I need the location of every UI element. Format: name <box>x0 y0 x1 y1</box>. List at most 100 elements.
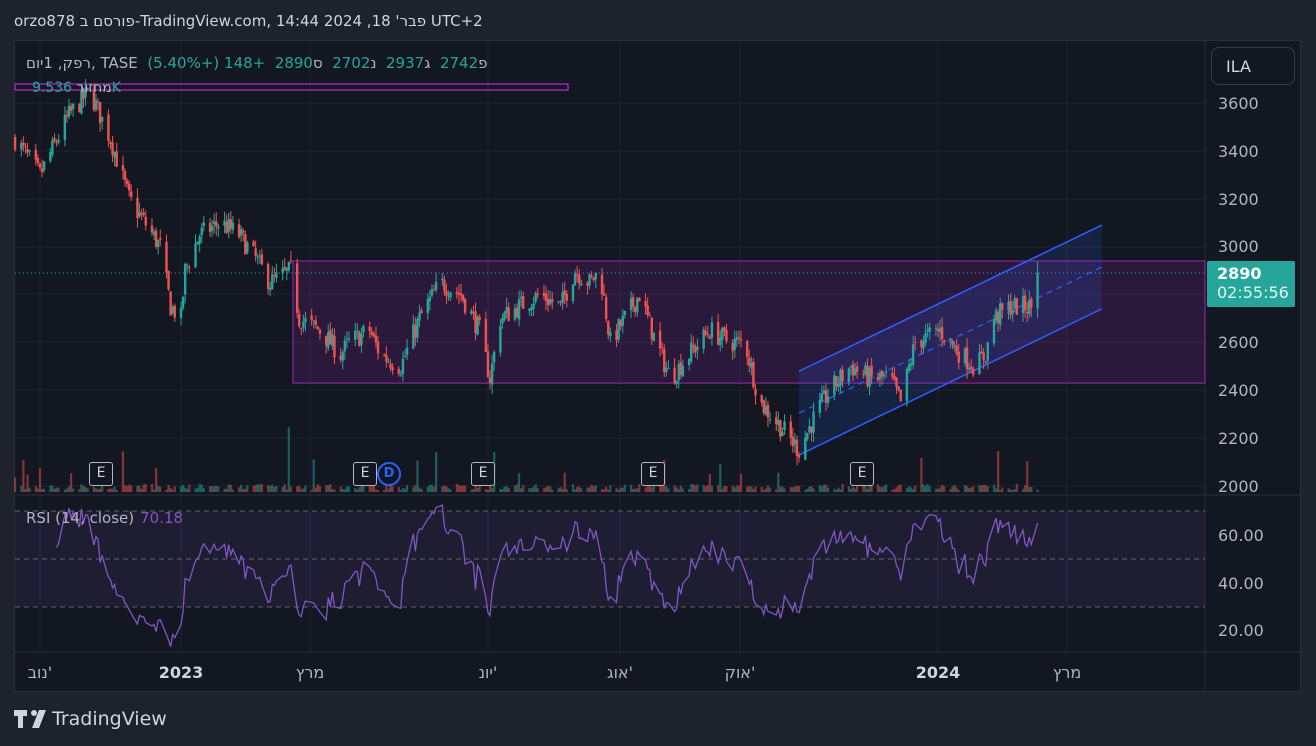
candle-body <box>125 180 129 184</box>
volume-bar <box>374 489 378 492</box>
candle-body <box>314 320 318 325</box>
candle-body <box>650 317 653 340</box>
volume-bar <box>339 486 342 492</box>
candle-body <box>1009 300 1012 316</box>
volume-bar <box>256 484 259 492</box>
candle-body <box>719 337 722 346</box>
candle-body <box>115 151 118 167</box>
candle-body <box>943 340 946 343</box>
volume-bar <box>464 485 467 492</box>
candle-body <box>731 343 734 352</box>
volume-bar <box>461 485 465 492</box>
candle-body <box>839 369 842 386</box>
candle-body <box>212 221 216 225</box>
candle-body <box>432 289 436 291</box>
candle-body <box>810 426 813 433</box>
candle-body <box>528 308 531 311</box>
last-price-value: 2890 <box>1217 264 1262 283</box>
volume-bar <box>34 486 37 492</box>
volume-bar <box>225 488 228 492</box>
earnings-marker[interactable]: E <box>89 462 113 486</box>
candle-body <box>426 299 430 314</box>
volume-bar <box>806 488 809 492</box>
candle-body <box>94 100 98 110</box>
candle-body <box>231 222 235 230</box>
volume-bar <box>754 486 757 492</box>
dividend-marker[interactable]: D <box>377 462 401 486</box>
candle-body <box>994 310 998 321</box>
volume-bar <box>808 486 811 492</box>
candle-body <box>955 345 958 354</box>
volume-bar <box>184 487 187 492</box>
candle-body <box>268 287 272 291</box>
volume-bar <box>965 485 969 492</box>
volume-bar <box>544 487 548 492</box>
volume-bar <box>109 488 112 492</box>
volume-bar <box>764 488 767 492</box>
candle-body <box>84 87 87 98</box>
volume-bar <box>372 485 375 492</box>
candle-body <box>969 366 973 370</box>
tradingview-logo[interactable]: TradingView <box>14 708 167 730</box>
volume-bar <box>470 489 473 492</box>
candle-body <box>978 352 981 375</box>
rsi-label[interactable]: RSI (14, close) <box>26 509 135 527</box>
volume-bar <box>505 485 508 492</box>
volume-bar <box>588 487 591 492</box>
volume-bar <box>40 488 44 492</box>
volume-bar <box>43 488 46 492</box>
volume-bar <box>499 488 502 492</box>
price-tick: 3600 <box>1218 94 1259 113</box>
candle-body <box>107 114 110 141</box>
volume-bar <box>92 486 95 492</box>
earnings-marker[interactable]: E <box>641 462 665 486</box>
volume-bar <box>696 484 699 492</box>
volume-label: מחזור <box>76 80 112 96</box>
symbol-label[interactable]: רפק, 1יום, TASE <box>26 54 138 72</box>
candle-body <box>681 365 685 377</box>
candle-body <box>347 338 351 340</box>
candle-body <box>648 315 651 317</box>
candle-body <box>725 330 728 342</box>
publish-header: orzo878 פורסם ב-TradingView.com, 14:44 2… <box>14 12 483 30</box>
volume-bar <box>864 485 867 492</box>
volume-bar <box>94 488 98 492</box>
volume-bar <box>300 489 303 492</box>
volume-bar <box>853 488 857 492</box>
candle-body <box>130 191 133 197</box>
volume-bar <box>63 489 66 492</box>
candle-body <box>376 341 380 354</box>
volume-bar <box>360 485 363 492</box>
candle-body <box>750 362 753 368</box>
earnings-marker[interactable]: E <box>353 462 377 486</box>
volume-bar <box>1021 488 1025 492</box>
candle-body <box>256 256 259 258</box>
volume-bar <box>36 488 39 492</box>
earnings-marker[interactable]: E <box>471 462 495 486</box>
volume-bar <box>563 472 566 492</box>
candle-body <box>486 351 490 378</box>
change-value: +148 (+5.40%) <box>147 54 266 72</box>
candle-body <box>53 138 56 142</box>
candle-body <box>920 340 923 348</box>
volume-bar <box>824 484 828 492</box>
candle-body <box>515 307 519 318</box>
candle-body <box>383 355 386 357</box>
candle-body <box>242 230 245 233</box>
candle-body <box>80 89 83 114</box>
currency-button[interactable]: ILA <box>1211 47 1295 85</box>
volume-bar <box>615 488 618 492</box>
volume-bar <box>67 486 71 492</box>
volume-bar <box>710 485 714 492</box>
chart-frame[interactable] <box>14 40 1301 692</box>
volume-bar <box>762 489 765 492</box>
volume-bar <box>240 485 243 492</box>
candle-body <box>615 330 618 341</box>
volume-bar <box>298 485 301 492</box>
volume-bar <box>951 486 954 492</box>
volume-bar <box>128 484 131 492</box>
volume-bar <box>430 484 434 492</box>
earnings-marker[interactable]: E <box>850 462 874 486</box>
candle-body <box>702 329 705 349</box>
